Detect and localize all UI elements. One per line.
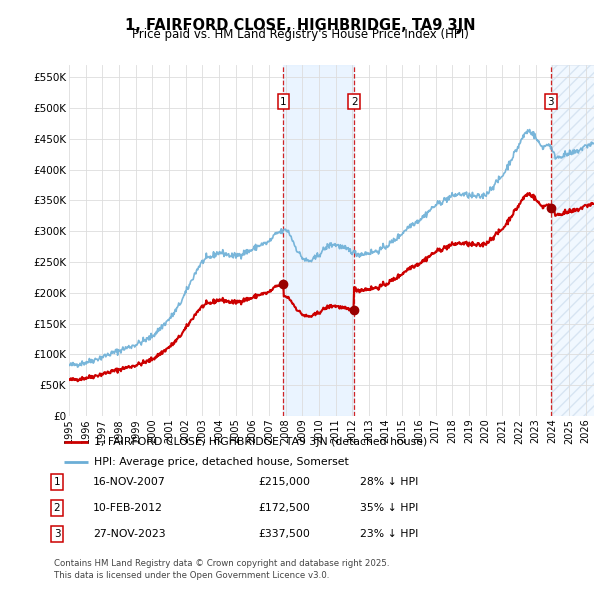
Text: 1, FAIRFORD CLOSE, HIGHBRIDGE, TA9 3JN: 1, FAIRFORD CLOSE, HIGHBRIDGE, TA9 3JN	[125, 18, 475, 32]
Text: 1: 1	[53, 477, 61, 487]
Text: 3: 3	[548, 97, 554, 107]
Text: Contains HM Land Registry data © Crown copyright and database right 2025.: Contains HM Land Registry data © Crown c…	[54, 559, 389, 568]
Text: This data is licensed under the Open Government Licence v3.0.: This data is licensed under the Open Gov…	[54, 571, 329, 579]
Text: £172,500: £172,500	[258, 503, 310, 513]
Text: 35% ↓ HPI: 35% ↓ HPI	[360, 503, 418, 513]
Text: 27-NOV-2023: 27-NOV-2023	[93, 529, 166, 539]
Text: Price paid vs. HM Land Registry's House Price Index (HPI): Price paid vs. HM Land Registry's House …	[131, 28, 469, 41]
Text: 2: 2	[53, 503, 61, 513]
Text: HPI: Average price, detached house, Somerset: HPI: Average price, detached house, Some…	[94, 457, 349, 467]
Text: £215,000: £215,000	[258, 477, 310, 487]
Text: 1, FAIRFORD CLOSE, HIGHBRIDGE, TA9 3JN (detached house): 1, FAIRFORD CLOSE, HIGHBRIDGE, TA9 3JN (…	[94, 437, 427, 447]
Text: 2: 2	[351, 97, 358, 107]
Text: 3: 3	[53, 529, 61, 539]
Text: £337,500: £337,500	[258, 529, 310, 539]
Text: 23% ↓ HPI: 23% ↓ HPI	[360, 529, 418, 539]
Bar	[283, 65, 354, 416]
Bar	[551, 65, 594, 416]
Text: 28% ↓ HPI: 28% ↓ HPI	[360, 477, 418, 487]
Text: 10-FEB-2012: 10-FEB-2012	[93, 503, 163, 513]
Text: 1: 1	[280, 97, 287, 107]
Text: 16-NOV-2007: 16-NOV-2007	[93, 477, 166, 487]
